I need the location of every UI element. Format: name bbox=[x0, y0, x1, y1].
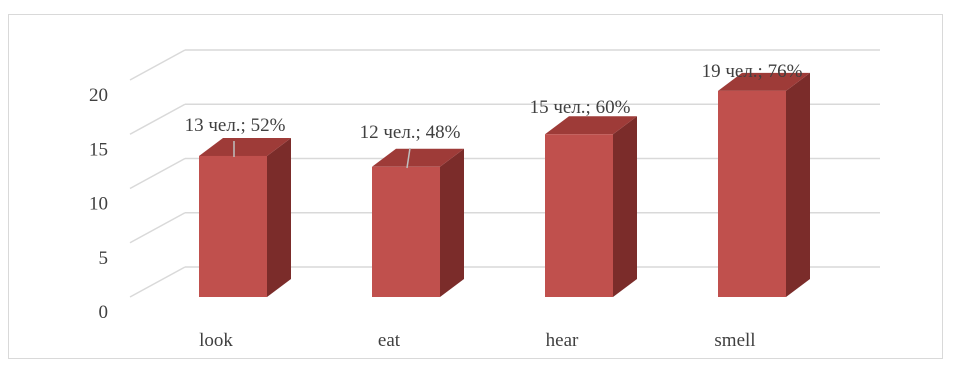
bar-top bbox=[718, 72, 810, 91]
bars bbox=[199, 72, 810, 297]
y-tick-label: 20 bbox=[89, 85, 108, 106]
gridline-diagonal bbox=[129, 103, 186, 135]
bar-hear bbox=[545, 116, 637, 297]
data-label: 15 чел.; 60% bbox=[530, 97, 631, 118]
x-tick-label: hear bbox=[546, 330, 579, 351]
y-axis-ticks: 0 5 10 15 20 bbox=[89, 85, 108, 323]
bar-front bbox=[199, 155, 267, 297]
data-label: 13 чел.; 52% bbox=[185, 115, 286, 136]
bar-eat bbox=[372, 148, 464, 297]
bar-front bbox=[372, 166, 440, 297]
bar-side bbox=[613, 116, 637, 297]
bar-top bbox=[372, 148, 464, 167]
x-tick-label: smell bbox=[714, 330, 755, 351]
y-tick-label: 15 bbox=[89, 139, 108, 160]
y-tick-label: 10 bbox=[89, 194, 108, 215]
bar-side bbox=[786, 72, 810, 297]
gridline-diagonal bbox=[129, 212, 186, 244]
data-label-leader bbox=[406, 147, 411, 169]
bar-front bbox=[718, 90, 786, 297]
data-labels: 13 чел.; 52% 12 чел.; 48% 15 чел.; 60% 19 ч… bbox=[185, 61, 803, 169]
y-tick-label: 5 bbox=[99, 248, 109, 269]
x-tick-label: eat bbox=[378, 330, 401, 351]
bar-top bbox=[545, 116, 637, 135]
bar-look bbox=[199, 137, 291, 297]
gridline-diagonal bbox=[129, 266, 186, 298]
y-tick-label: 0 bbox=[99, 302, 109, 323]
bar-front bbox=[545, 134, 613, 297]
bar-side bbox=[267, 137, 291, 297]
bar-top bbox=[199, 137, 291, 156]
data-label: 19 чел.; 76% bbox=[702, 61, 803, 82]
x-axis-ticks: look eat hear smell bbox=[199, 330, 755, 351]
data-label: 12 чел.; 48% bbox=[360, 122, 461, 143]
bar-smell bbox=[718, 72, 810, 297]
gridline-diagonal bbox=[129, 157, 186, 190]
bar-side bbox=[440, 148, 464, 297]
gridline-diagonal bbox=[129, 49, 186, 81]
x-tick-label: look bbox=[199, 330, 233, 351]
